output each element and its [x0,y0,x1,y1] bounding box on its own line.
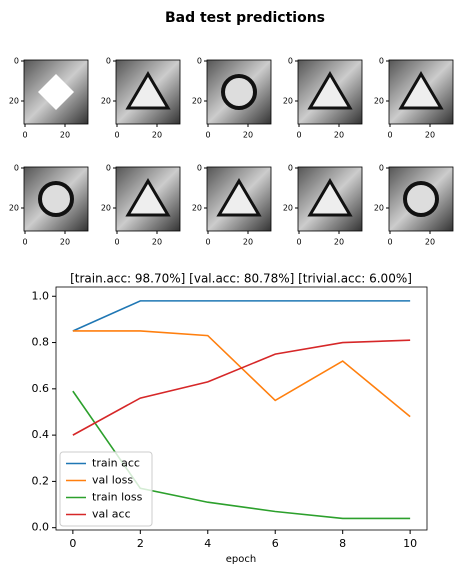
x-tick-label: 20 [334,238,344,247]
y-tick-label: 20 [283,97,293,106]
x-tick-label: 10 [403,537,417,550]
y-tick-label: 0 [197,164,202,173]
y-tick-label: 0.0 [32,521,50,534]
x-tick-label: 20 [425,131,435,140]
x-tick-label: 20 [152,238,162,247]
image-sign [40,183,72,215]
y-tick-label: 20 [9,97,19,106]
legend-label: val loss [92,474,133,487]
legend-label: train acc [92,457,140,470]
x-tick-label: 20 [425,238,435,247]
line [73,301,410,331]
y-tick-label: 0.4 [32,428,50,441]
y-tick-label: 0.2 [32,474,50,487]
x-tick-label: 0 [205,131,210,140]
figure-title: Bad test predictions [165,10,325,26]
x-axis-label: epoch [226,554,256,564]
x-tick-label: 0 [114,131,119,140]
x-tick-label: 0 [114,238,119,247]
y-tick-label: 20 [9,204,19,213]
figure: Bad test predictions [train.acc: 98.70%]… [0,0,455,564]
y-tick-label: 20 [374,204,384,213]
y-tick-label: 0 [14,164,19,173]
x-tick-label: 4 [204,537,211,550]
y-tick-label: 0.8 [32,336,50,349]
x-tick-label: 0 [205,238,210,247]
x-tick-label: 6 [272,537,279,550]
y-tick-label: 20 [192,97,202,106]
x-tick-label: 20 [243,238,253,247]
x-tick-label: 0 [387,238,392,247]
x-tick-label: 8 [339,537,346,550]
legend-label: val acc [92,508,131,521]
y-tick-label: 20 [101,204,111,213]
legend-label: train loss [92,491,143,504]
chart-title: [train.acc: 98.70%] [val.acc: 80.78%] [t… [70,272,412,286]
x-tick-label: 0 [69,537,76,550]
x-tick-label: 20 [243,131,253,140]
x-tick-label: 20 [152,131,162,140]
y-tick-label: 0 [14,57,19,66]
x-tick-label: 0 [22,131,27,140]
x-tick-label: 20 [334,131,344,140]
image-sign [405,183,437,215]
x-tick-label: 20 [60,131,70,140]
y-tick-label: 20 [283,204,293,213]
x-tick-label: 0 [296,131,301,140]
y-tick-label: 0 [106,57,111,66]
image-sign [223,76,255,108]
y-tick-label: 0.6 [32,382,50,395]
y-tick-label: 0 [288,57,293,66]
y-tick-label: 0 [197,57,202,66]
y-tick-label: 0 [106,164,111,173]
x-tick-label: 0 [22,238,27,247]
y-tick-label: 20 [192,204,202,213]
line [73,331,410,417]
y-tick-label: 0 [379,57,384,66]
x-tick-label: 2 [137,537,144,550]
line [73,340,410,435]
x-tick-label: 20 [60,238,70,247]
y-tick-label: 20 [101,97,111,106]
y-tick-label: 1.0 [32,289,50,302]
y-tick-label: 20 [374,97,384,106]
x-tick-label: 0 [387,131,392,140]
x-tick-label: 0 [296,238,301,247]
y-tick-label: 0 [379,164,384,173]
y-tick-label: 0 [288,164,293,173]
